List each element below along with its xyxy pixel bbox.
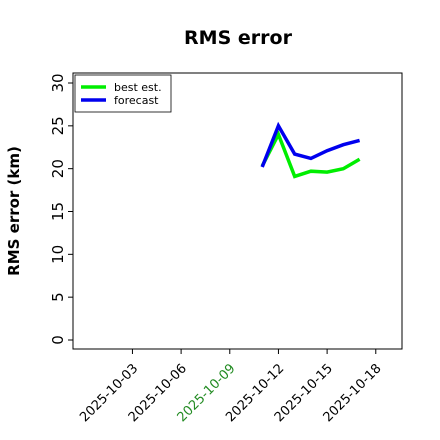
legend-label: best est. [114,81,162,94]
series-line-forecast [260,121,361,168]
y-tick-label: 0 [49,335,67,345]
y-tick-label: 30 [49,73,67,92]
y-axis: 0 5 10 15 20 25 30 [49,73,73,345]
series-layer [260,121,361,179]
plot-frame [72,72,403,350]
series-line-best-est [260,130,361,179]
y-tick-label: 10 [49,245,67,264]
chart-title: RMS error [184,27,293,49]
legend-label: forecast [114,94,159,107]
legend: best est.forecast [74,74,172,113]
y-tick-label: 20 [49,159,67,178]
y-axis-label: RMS error (km) [5,146,23,276]
legend-box [74,74,172,113]
y-tick-label: 5 [49,292,67,302]
y-tick-label: 25 [49,116,67,135]
y-tick-label: 15 [49,202,67,221]
x-axis: 2025-10-032025-10-062025-10-092025-10-12… [77,349,385,425]
